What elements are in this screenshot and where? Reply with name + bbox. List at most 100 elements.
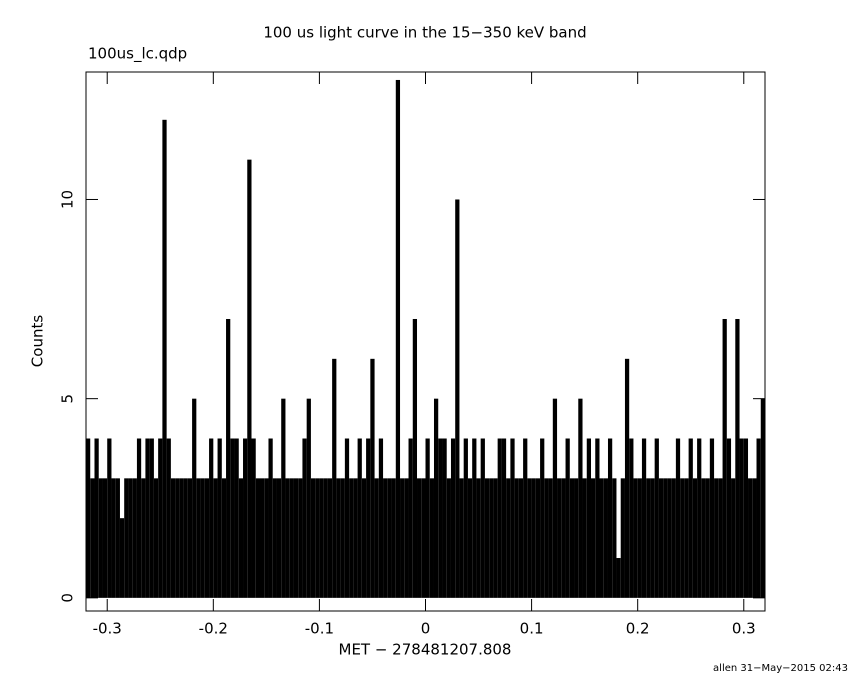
- bar: [756, 438, 761, 598]
- y-tick-label: 0: [59, 593, 77, 603]
- bar: [285, 478, 290, 598]
- bar: [366, 438, 371, 598]
- bar: [158, 438, 163, 598]
- x-tick-label: 0.1: [520, 620, 544, 638]
- bar: [187, 478, 193, 598]
- bar: [709, 438, 715, 598]
- bar: [200, 478, 205, 598]
- bar: [489, 478, 494, 598]
- file-label: 100us_lc.qdp: [88, 45, 187, 64]
- bar: [153, 478, 159, 598]
- bar: [578, 398, 583, 598]
- plot-marks: [86, 79, 765, 598]
- bar: [671, 478, 676, 598]
- bar: [107, 438, 112, 598]
- bar: [531, 478, 536, 598]
- bar: [739, 438, 744, 598]
- bar: [701, 478, 706, 598]
- bar: [145, 438, 150, 598]
- bar: [293, 478, 299, 598]
- x-tick-label: 0.2: [626, 620, 650, 638]
- bar: [501, 438, 507, 598]
- bar: [484, 478, 490, 598]
- bar: [595, 438, 600, 598]
- bar: [289, 478, 294, 598]
- bar: [264, 478, 269, 598]
- bar: [663, 478, 668, 598]
- bar: [213, 478, 218, 598]
- bar: [310, 478, 316, 598]
- bar: [748, 478, 753, 598]
- bar: [540, 438, 545, 598]
- bar: [204, 478, 210, 598]
- chart-title: 100 us light curve in the 15−350 keV ban…: [263, 24, 586, 42]
- bar: [455, 199, 460, 598]
- bar: [603, 478, 608, 598]
- bar: [412, 318, 418, 598]
- bar: [514, 478, 519, 598]
- bar: [98, 478, 103, 598]
- bar: [433, 398, 439, 598]
- bar: [726, 438, 732, 598]
- x-tick-label: 0: [421, 620, 431, 638]
- bar: [688, 438, 693, 598]
- bar: [557, 478, 562, 598]
- bar: [506, 478, 511, 598]
- bar: [166, 438, 171, 598]
- bar: [217, 438, 222, 598]
- bar: [259, 478, 265, 598]
- bar: [400, 478, 405, 598]
- bar: [718, 478, 723, 598]
- bar: [183, 478, 188, 598]
- bar: [238, 478, 244, 598]
- bar: [344, 438, 350, 598]
- bar: [624, 358, 630, 598]
- bar: [429, 478, 434, 598]
- bar: [518, 478, 524, 598]
- bar: [591, 478, 596, 598]
- bar: [340, 478, 345, 598]
- y-tick-label: 10: [59, 190, 77, 209]
- bar: [497, 438, 502, 598]
- bar: [544, 478, 549, 598]
- bar: [620, 478, 625, 598]
- x-tick-label: 0.3: [732, 620, 756, 638]
- bar: [552, 398, 558, 598]
- bar: [306, 398, 311, 598]
- bar: [319, 478, 324, 598]
- bar: [370, 358, 375, 598]
- bar: [548, 478, 553, 598]
- bar: [124, 478, 129, 598]
- bar: [336, 478, 341, 598]
- bar: [90, 478, 95, 598]
- bar: [404, 478, 409, 598]
- bar: [463, 438, 468, 598]
- x-axis-label: MET − 278481207.808: [339, 641, 512, 659]
- bar: [637, 478, 642, 598]
- bar: [327, 478, 333, 598]
- bar: [476, 478, 481, 598]
- x-tick-label: -0.3: [93, 620, 122, 638]
- bar: [196, 478, 201, 598]
- bar: [438, 438, 443, 598]
- bar: [102, 478, 108, 598]
- bar: [607, 438, 613, 598]
- bar: [633, 478, 638, 598]
- bar: [612, 478, 617, 598]
- bar: [535, 478, 541, 598]
- bar: [226, 318, 231, 598]
- bar: [272, 478, 277, 598]
- bar: [467, 478, 473, 598]
- bar: [323, 478, 328, 598]
- bar: [361, 478, 367, 598]
- bar: [654, 438, 659, 598]
- bar: [149, 438, 154, 598]
- bar: [175, 478, 180, 598]
- bar: [221, 478, 227, 598]
- bar: [684, 478, 689, 598]
- bar: [383, 478, 388, 598]
- y-axis-label: Counts: [29, 315, 47, 368]
- bar: [281, 398, 286, 598]
- bar: [179, 478, 184, 598]
